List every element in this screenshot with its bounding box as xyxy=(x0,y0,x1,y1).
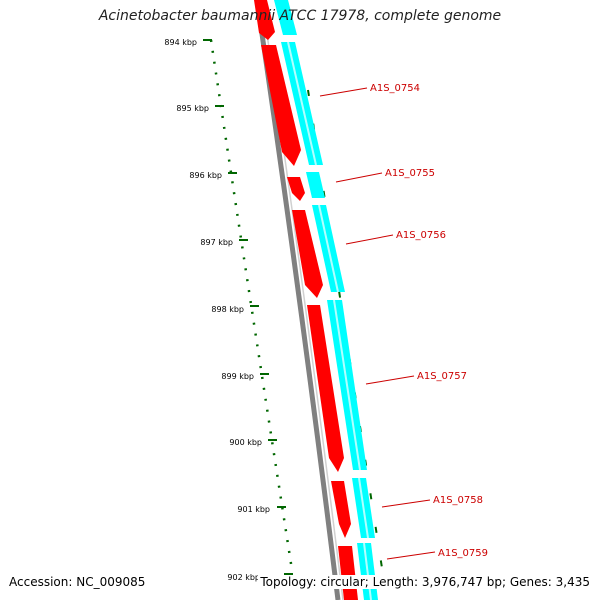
ruler-tick-899: 899 kbp xyxy=(221,372,269,381)
gene-reverse-band xyxy=(274,0,297,35)
gene-label: A1S_0756 xyxy=(396,230,446,241)
gene-label-leader xyxy=(386,551,436,560)
gene-feature-A1S-0759[interactable]: A1S_0759 xyxy=(338,542,488,600)
gene-forward-arrow[interactable] xyxy=(307,305,344,472)
gene-label: A1S_0758 xyxy=(433,495,483,506)
ruler-tick-894: 894 kbp xyxy=(164,38,212,47)
ruler-tick-900: 900 kbp xyxy=(229,438,277,447)
gene-forward-arrow[interactable] xyxy=(254,0,275,40)
kbp-ruler xyxy=(209,39,294,571)
gene-label-leader xyxy=(345,234,394,245)
ruler-tick-895: 895 kbp xyxy=(176,104,224,113)
gene-label: A1S_0759 xyxy=(438,548,488,559)
gene-label-leader xyxy=(381,499,431,508)
gene-label-leader xyxy=(335,172,383,183)
tick-label: 894 kbp xyxy=(164,38,197,47)
tick-label: 895 kbp xyxy=(176,104,209,113)
gene-feature-A1S-0754[interactable]: A1S_0754 xyxy=(261,41,420,166)
accession-text: Accession: NC_009085 xyxy=(9,575,148,589)
gene-forward-arrow[interactable] xyxy=(287,177,305,201)
ruler-tick-901: 901 kbp xyxy=(237,505,286,514)
gene-forward-arrow[interactable] xyxy=(331,481,351,538)
tick-label: 902 kbp xyxy=(227,573,260,582)
gene-forward-arrow[interactable] xyxy=(338,546,358,600)
tick-label: 897 kbp xyxy=(200,238,233,247)
gene-feature-A1S-0757[interactable]: A1S_0757 xyxy=(307,299,467,472)
ruler-tick-898: 898 kbp xyxy=(211,305,259,314)
gene-forward-arrow[interactable] xyxy=(292,210,323,298)
tick-label: 901 kbp xyxy=(237,505,270,514)
tick-label: 900 kbp xyxy=(229,438,262,447)
gene-feature[interactable] xyxy=(254,0,297,40)
genome-summary-text: Topology: circular; Length: 3,976,747 bp… xyxy=(258,575,590,589)
gene-label: A1S_0755 xyxy=(385,168,435,179)
tick-label: 899 kbp xyxy=(221,372,254,381)
gene-feature-A1S-0756[interactable]: A1S_0756 xyxy=(292,204,446,298)
gene-reverse-band xyxy=(306,172,325,198)
ruler-tick-897: 897 kbp xyxy=(200,238,248,247)
gene-label-leader xyxy=(319,87,368,97)
ruler-tick-896: 896 kbp xyxy=(189,171,237,180)
gene-forward-arrow[interactable] xyxy=(261,45,301,166)
gene-label-leader xyxy=(365,375,415,385)
gene-feature-A1S-0758[interactable]: A1S_0758 xyxy=(331,477,483,539)
genome-title: Acinetobacter baumannii ATCC 17978, comp… xyxy=(98,8,502,24)
ruler-tick-902: 902 kbp xyxy=(227,573,293,582)
gene-label: A1S_0757 xyxy=(417,371,467,382)
tick-label: 896 kbp xyxy=(189,171,222,180)
gene-label: A1S_0754 xyxy=(370,83,420,94)
tick-label: 898 kbp xyxy=(211,305,244,314)
gene-feature-A1S-0755[interactable]: A1S_0755 xyxy=(287,168,435,201)
